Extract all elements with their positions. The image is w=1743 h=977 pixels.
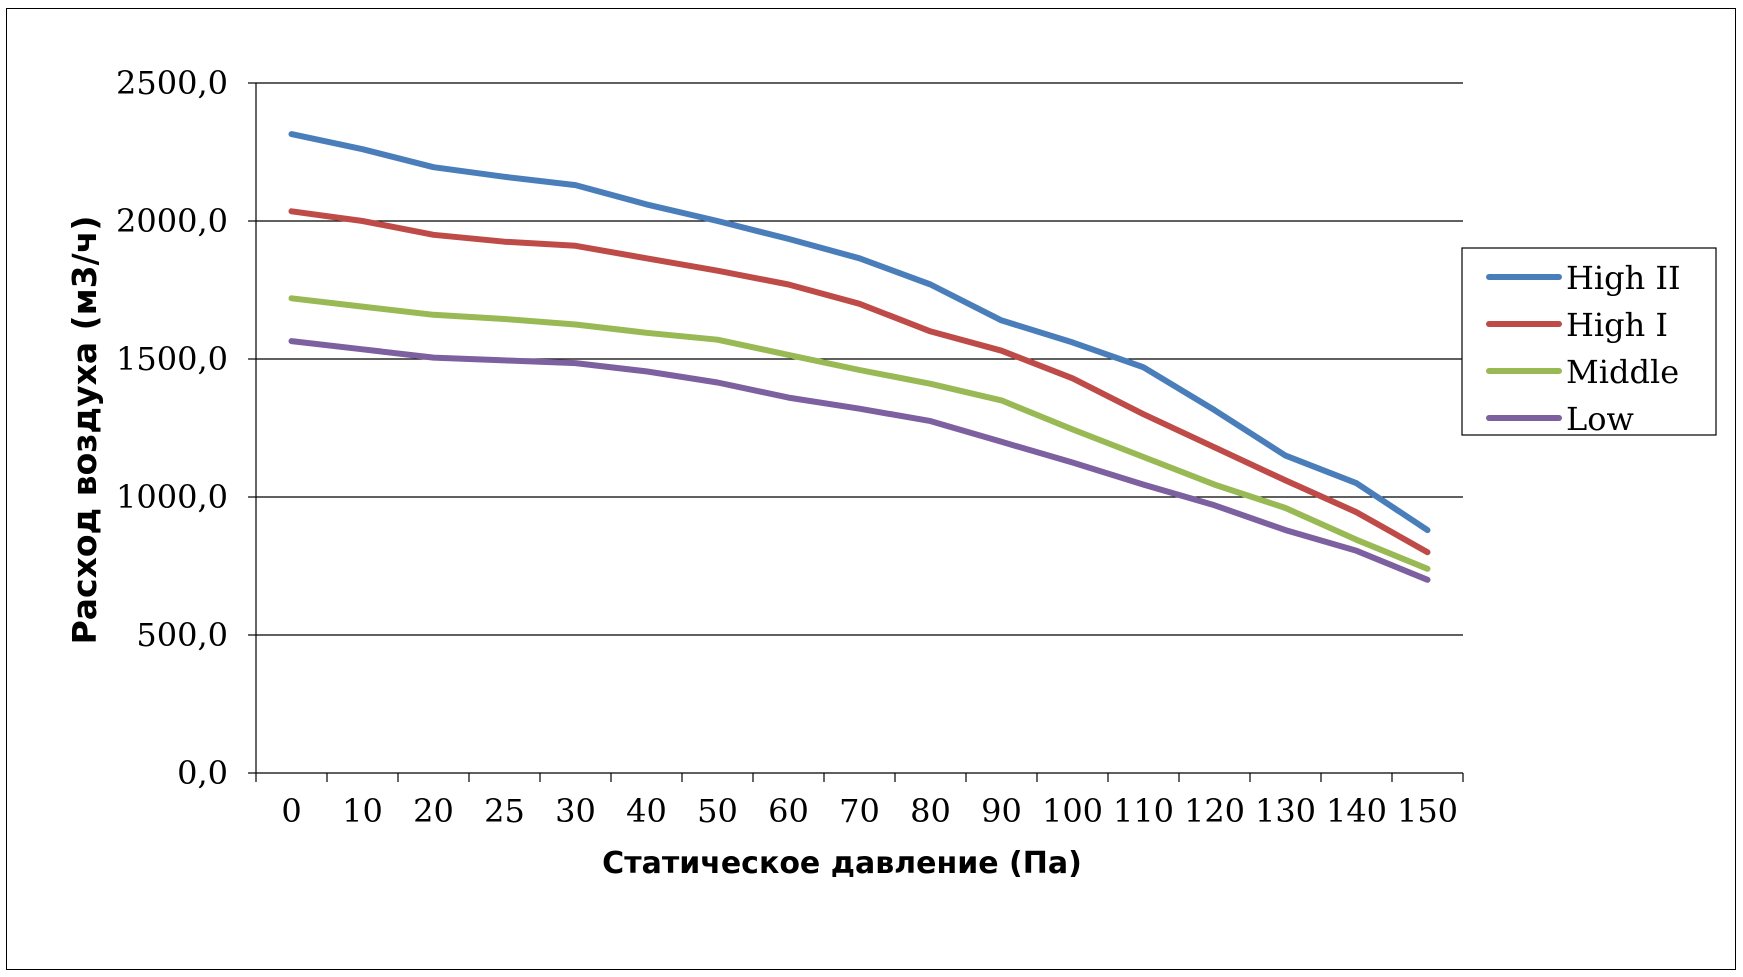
x-tick-label: 120 (1184, 792, 1245, 830)
x-tick-label: 90 (981, 792, 1022, 830)
y-tick-label: 2500,0 (116, 64, 228, 102)
series-line-high-i (288, 208, 1431, 556)
x-tick-label: 30 (555, 792, 596, 830)
x-tick-label: 10 (342, 792, 383, 830)
legend: High II High I Middle Low (1461, 247, 1717, 438)
x-axis-title: Статическое давление (Па) (602, 846, 1082, 881)
series-line-middle (288, 295, 1431, 572)
x-tick-label: 20 (413, 792, 454, 830)
legend-label: High I (1566, 306, 1668, 344)
x-tick-label: 70 (839, 792, 880, 830)
x-tick-label: 60 (768, 792, 809, 830)
series-line-high-ii (288, 131, 1431, 534)
chart-frame (6, 8, 1736, 970)
x-tick-label: 40 (626, 792, 667, 830)
x-tick-label: 50 (697, 792, 738, 830)
legend-label: Middle (1566, 353, 1679, 391)
y-tick-label: 1500,0 (116, 340, 228, 378)
x-tick-label: 0 (281, 792, 301, 830)
legend-label: Low (1566, 400, 1634, 438)
series-line-low (288, 338, 1431, 583)
y-tick-label: 2000,0 (116, 202, 228, 240)
y-axis-title: Расход воздуха (м3/ч) (65, 216, 104, 645)
x-tick-label: 25 (484, 792, 525, 830)
y-tick-label: 1000,0 (116, 478, 228, 516)
y-tick-label: 0,0 (177, 754, 228, 792)
x-tick-label: 80 (910, 792, 951, 830)
legend-label: High II (1566, 259, 1681, 297)
x-tick-label: 110 (1113, 792, 1174, 830)
x-tick-label: 100 (1042, 792, 1103, 830)
y-tick-labels: 0,0 500,0 1000,0 1500,0 2000,0 2500,0 (116, 64, 228, 792)
x-tick-label: 130 (1255, 792, 1316, 830)
axes (248, 82, 1464, 782)
series-lines (288, 131, 1431, 583)
x-tick-labels: 0 10 20 25 30 40 50 60 70 80 90 100 110 120 130 140 150 (281, 792, 1458, 830)
x-tick-label: 140 (1326, 792, 1387, 830)
y-tick-label: 500,0 (136, 616, 228, 654)
x-tick-label: 150 (1397, 792, 1458, 830)
